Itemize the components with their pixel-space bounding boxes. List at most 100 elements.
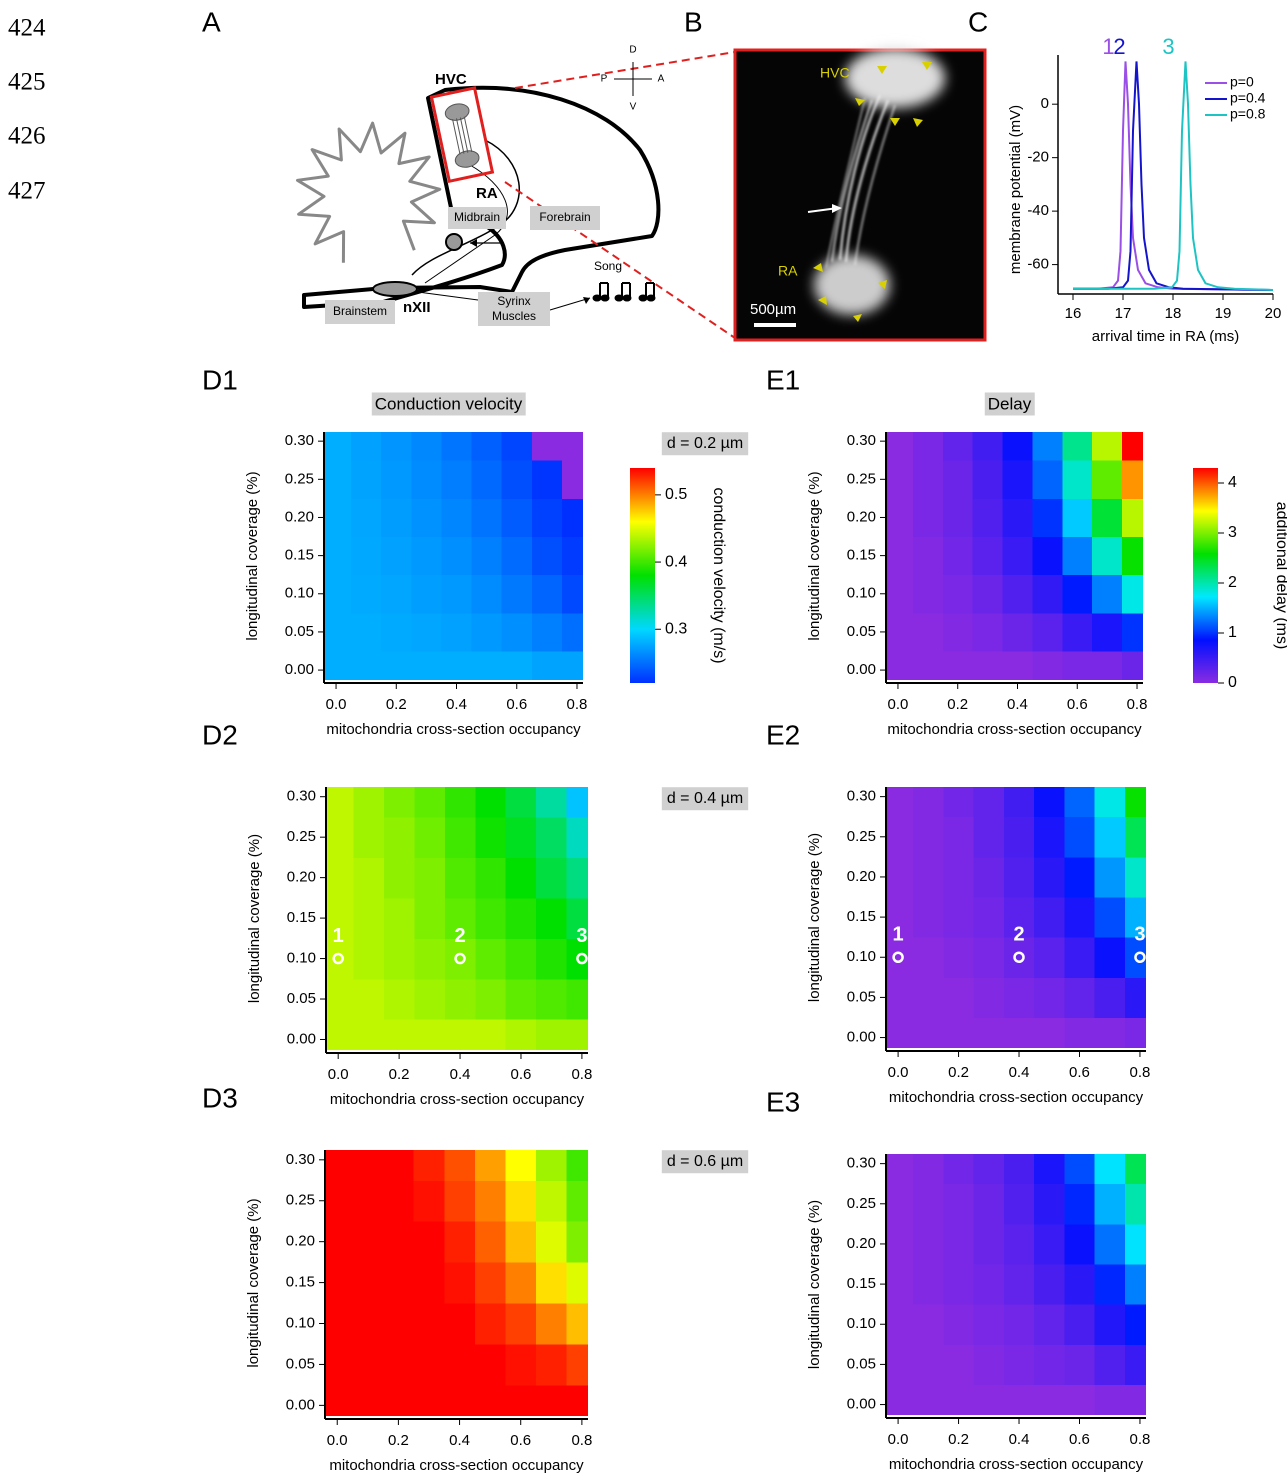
arrowhead [470,239,477,247]
heatmap-cell [383,1019,415,1050]
label-background [984,392,1035,416]
heatmap-cell [1032,498,1063,538]
heatmap-cell [913,1384,944,1415]
heatmap-cell [444,1303,476,1345]
heatmap-cell [1094,897,1126,938]
heatmap-cell [913,816,944,858]
line-number: 425 [8,69,46,96]
y-tick-label: 0.30 [847,432,876,449]
heatmap-cell [414,787,446,818]
x-axis-label: mitochondria cross-section occupancy [889,1456,1144,1473]
heatmap-cell [381,432,412,461]
heatmap-cell [1002,536,1033,576]
x-axis-label: mitochondria cross-section occupancy [887,721,1142,738]
heatmap-cell [536,1384,568,1416]
hvc-ra-box [429,86,495,183]
heatmap-cell [531,612,563,652]
heatmap-cell [561,536,583,576]
heatmap-cell [411,536,442,576]
heatmap-cell [1092,432,1123,461]
y-tick-label: 0.15 [847,547,876,564]
heatmap-cell [501,498,533,538]
x-tick-label: 0.2 [947,696,968,713]
heatmap-cell [326,787,354,818]
heatmap-cell [326,897,354,939]
heatmap-cell [413,1343,445,1386]
heatmap-cell [411,432,442,461]
y-tick-label: 0.00 [285,661,314,678]
heatmap-cell [325,1180,354,1222]
heatmap-cell [566,1343,588,1386]
heatmap-cell [886,612,914,652]
heatmap-cell [501,612,533,652]
x-tick-label: 0.0 [888,1064,909,1081]
compass [614,62,652,96]
y-tick-label: 0.25 [847,1195,876,1212]
heatmap-cell [972,574,1004,614]
x-tick-label: 0.6 [511,1066,532,1083]
heatmap-cell [886,651,914,680]
y-tick-label: 0.15 [286,1274,315,1291]
heatmap-cell [913,787,944,818]
heatmap-cell [326,938,354,980]
panel-label: E2 [766,719,800,750]
heatmap-cell [352,1303,384,1345]
heatmap-cell [1034,897,1065,938]
y-tick-label: 0.20 [286,1233,315,1250]
syrinx-label: Syrinx Muscles [492,294,536,323]
heatmap-cell [912,651,944,680]
heatmap-cell [1124,856,1146,898]
heatmap-cell [505,787,537,818]
heatmap-cell [1062,498,1093,538]
arrowhead [832,204,842,213]
y-axis-label: membrane potential (mV) [1007,105,1024,274]
heatmap-cell [1092,536,1123,576]
heatmap-cell [471,574,503,614]
heatmap-cell [973,1384,1005,1415]
heatmap-cell [325,1221,354,1263]
heatmap-cell [886,460,914,499]
marker [332,952,344,965]
heatmap-cell [505,816,537,858]
y-tick-label: 0.05 [285,623,314,640]
y-tick-label: 0.10 [847,948,876,965]
axon [463,116,473,153]
heatmap-cell [886,1264,914,1305]
heatmap-cell [383,1180,415,1222]
x-tick-label: 19 [1215,305,1232,322]
heatmap-cell [943,1264,975,1305]
x-tick-label: 0.0 [328,1066,349,1083]
heatmap-cell [943,787,975,818]
colorbar-tick-label: 0.5 [665,486,687,503]
heatmap-cell [414,978,446,1020]
y-tick-label: 0.05 [287,990,316,1007]
y-axis-label: longitudinal coverage (%) [806,833,823,1002]
heatmap-cell [413,1384,445,1416]
panel-label: E3 [766,1086,800,1117]
heatmap-cell [1064,1304,1096,1345]
diagram-label: RA [476,185,498,202]
heatmap-cell [1094,787,1126,818]
axon [452,119,461,155]
heatmap-cell [1064,787,1096,818]
ra-nucleus [454,150,480,168]
heatmap-cell [1003,1183,1035,1225]
heatmap-cell [1094,1344,1126,1385]
x-tick-label: 0.8 [567,696,588,713]
y-tick-label: -20 [1027,149,1049,166]
heatmap-cell [352,1150,384,1181]
heatmap-cell [351,574,382,614]
heatmap-cell [1003,897,1035,938]
y-tick-label: 0.20 [847,1235,876,1252]
heatmap-cell [1064,1384,1096,1415]
heatmap-cell [383,897,415,939]
heatmap-cell [913,1223,944,1265]
heatmap-cell [325,1384,354,1416]
heatmap-cell [414,1019,446,1050]
heatmap-cell [324,651,352,680]
heatmap-cell [505,938,537,980]
colorbar-tick-label: 3 [1228,524,1237,541]
heatmap-cell [912,460,944,499]
y-tick-label: 0.10 [286,1314,315,1331]
heatmap-cell [1064,897,1096,938]
